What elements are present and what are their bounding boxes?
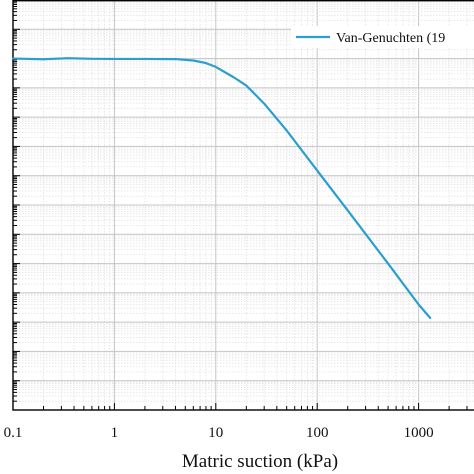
- x-tick-label: 100: [306, 425, 329, 441]
- grid: [12, 0, 474, 411]
- x-axis-title: Matric suction (kPa): [182, 451, 338, 472]
- y-axis-ticks: [13, 0, 20, 411]
- legend-box: [291, 26, 474, 48]
- series-line-0: [11, 57, 432, 319]
- series-layer: [11, 57, 432, 319]
- x-axis-ticks: 0.1 1 10 100 1000: [4, 403, 468, 441]
- legend: Van-Genuchten (19: [291, 26, 474, 48]
- x-tick-label: 1: [111, 425, 119, 441]
- legend-label: Van-Genuchten (19: [336, 31, 445, 46]
- x-tick-label: 0.1: [4, 425, 23, 441]
- x-tick-label: 10: [208, 425, 223, 441]
- x-tick-label: 1000: [404, 425, 434, 441]
